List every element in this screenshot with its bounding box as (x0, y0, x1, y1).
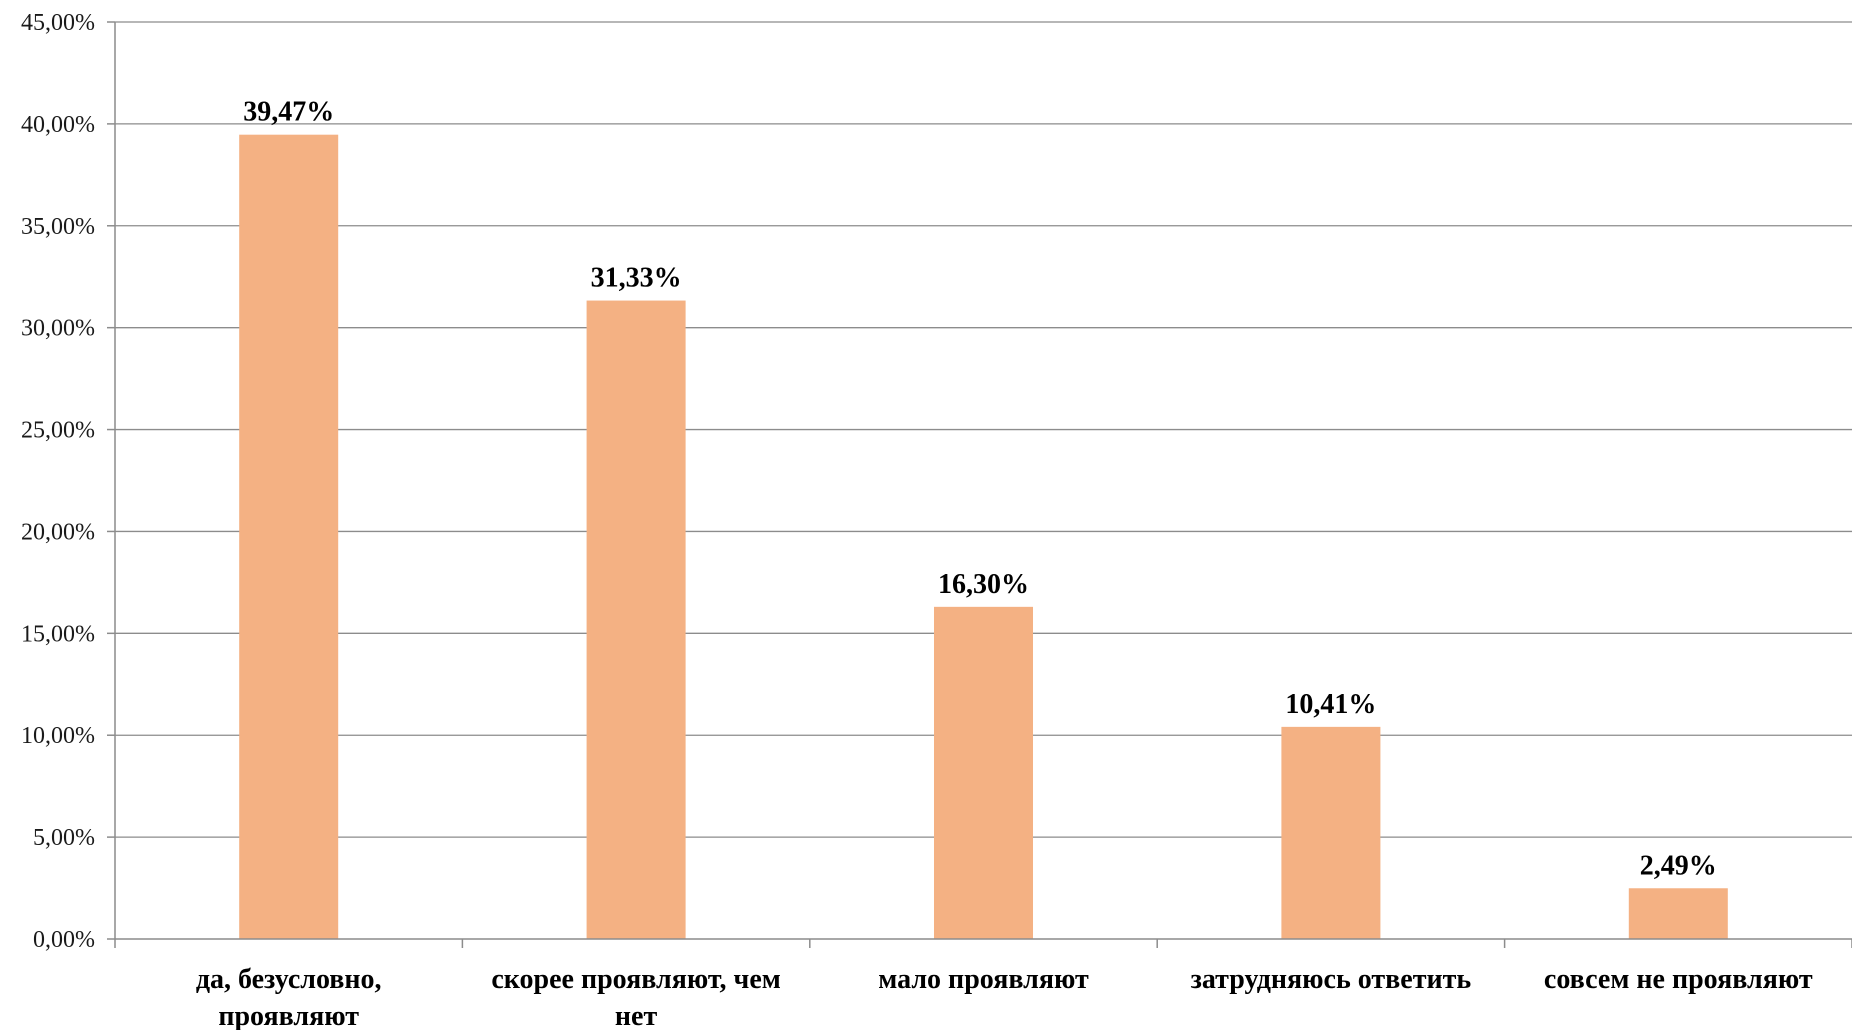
bar (933, 606, 1034, 939)
category-label: проявляют (218, 1001, 359, 1030)
y-tick-label: 10,00% (21, 723, 95, 749)
axes (107, 21, 1852, 948)
category-label: нет (615, 1001, 658, 1030)
gridlines (115, 21, 1852, 838)
y-tick-label: 45,00% (21, 10, 95, 36)
bar (586, 300, 686, 939)
y-tick-label: 5,00% (33, 825, 95, 851)
bar (1628, 888, 1728, 939)
data-labels: 39,47% 31,33% 16,30% 10,41% 2,49% (243, 97, 1717, 882)
y-axis-tick-labels: 0,00% 5,00% 10,00% 15,00% 20,00% 25,00% 30,00%… (21, 10, 95, 953)
bar (1281, 726, 1381, 939)
category-label: скорее проявляют, чем (491, 964, 781, 995)
data-label: 16,30% (938, 569, 1029, 600)
data-label: 10,41% (1285, 689, 1376, 720)
data-label: 39,47% (243, 97, 334, 128)
y-tick-label: 20,00% (21, 519, 95, 545)
y-tick-label: 30,00% (21, 316, 95, 342)
y-tick-label: 0,00% (33, 927, 95, 953)
category-label: да, безусловно, (196, 964, 382, 995)
category-labels: да, безусловно, проявляют скорее проявляют… (196, 964, 1813, 1032)
bar (239, 134, 339, 940)
category-label: совсем не проявляют (1544, 964, 1813, 995)
data-label: 2,49% (1640, 850, 1717, 881)
category-label: затрудняюсь ответить (1191, 964, 1472, 995)
bars (239, 134, 1728, 940)
y-tick-label: 25,00% (21, 418, 95, 444)
data-label: 31,33% (591, 263, 682, 294)
y-tick-label: 15,00% (21, 621, 95, 647)
y-tick-label: 35,00% (21, 214, 95, 240)
category-label: мало проявляют (878, 964, 1089, 995)
y-tick-label: 40,00% (21, 112, 95, 138)
